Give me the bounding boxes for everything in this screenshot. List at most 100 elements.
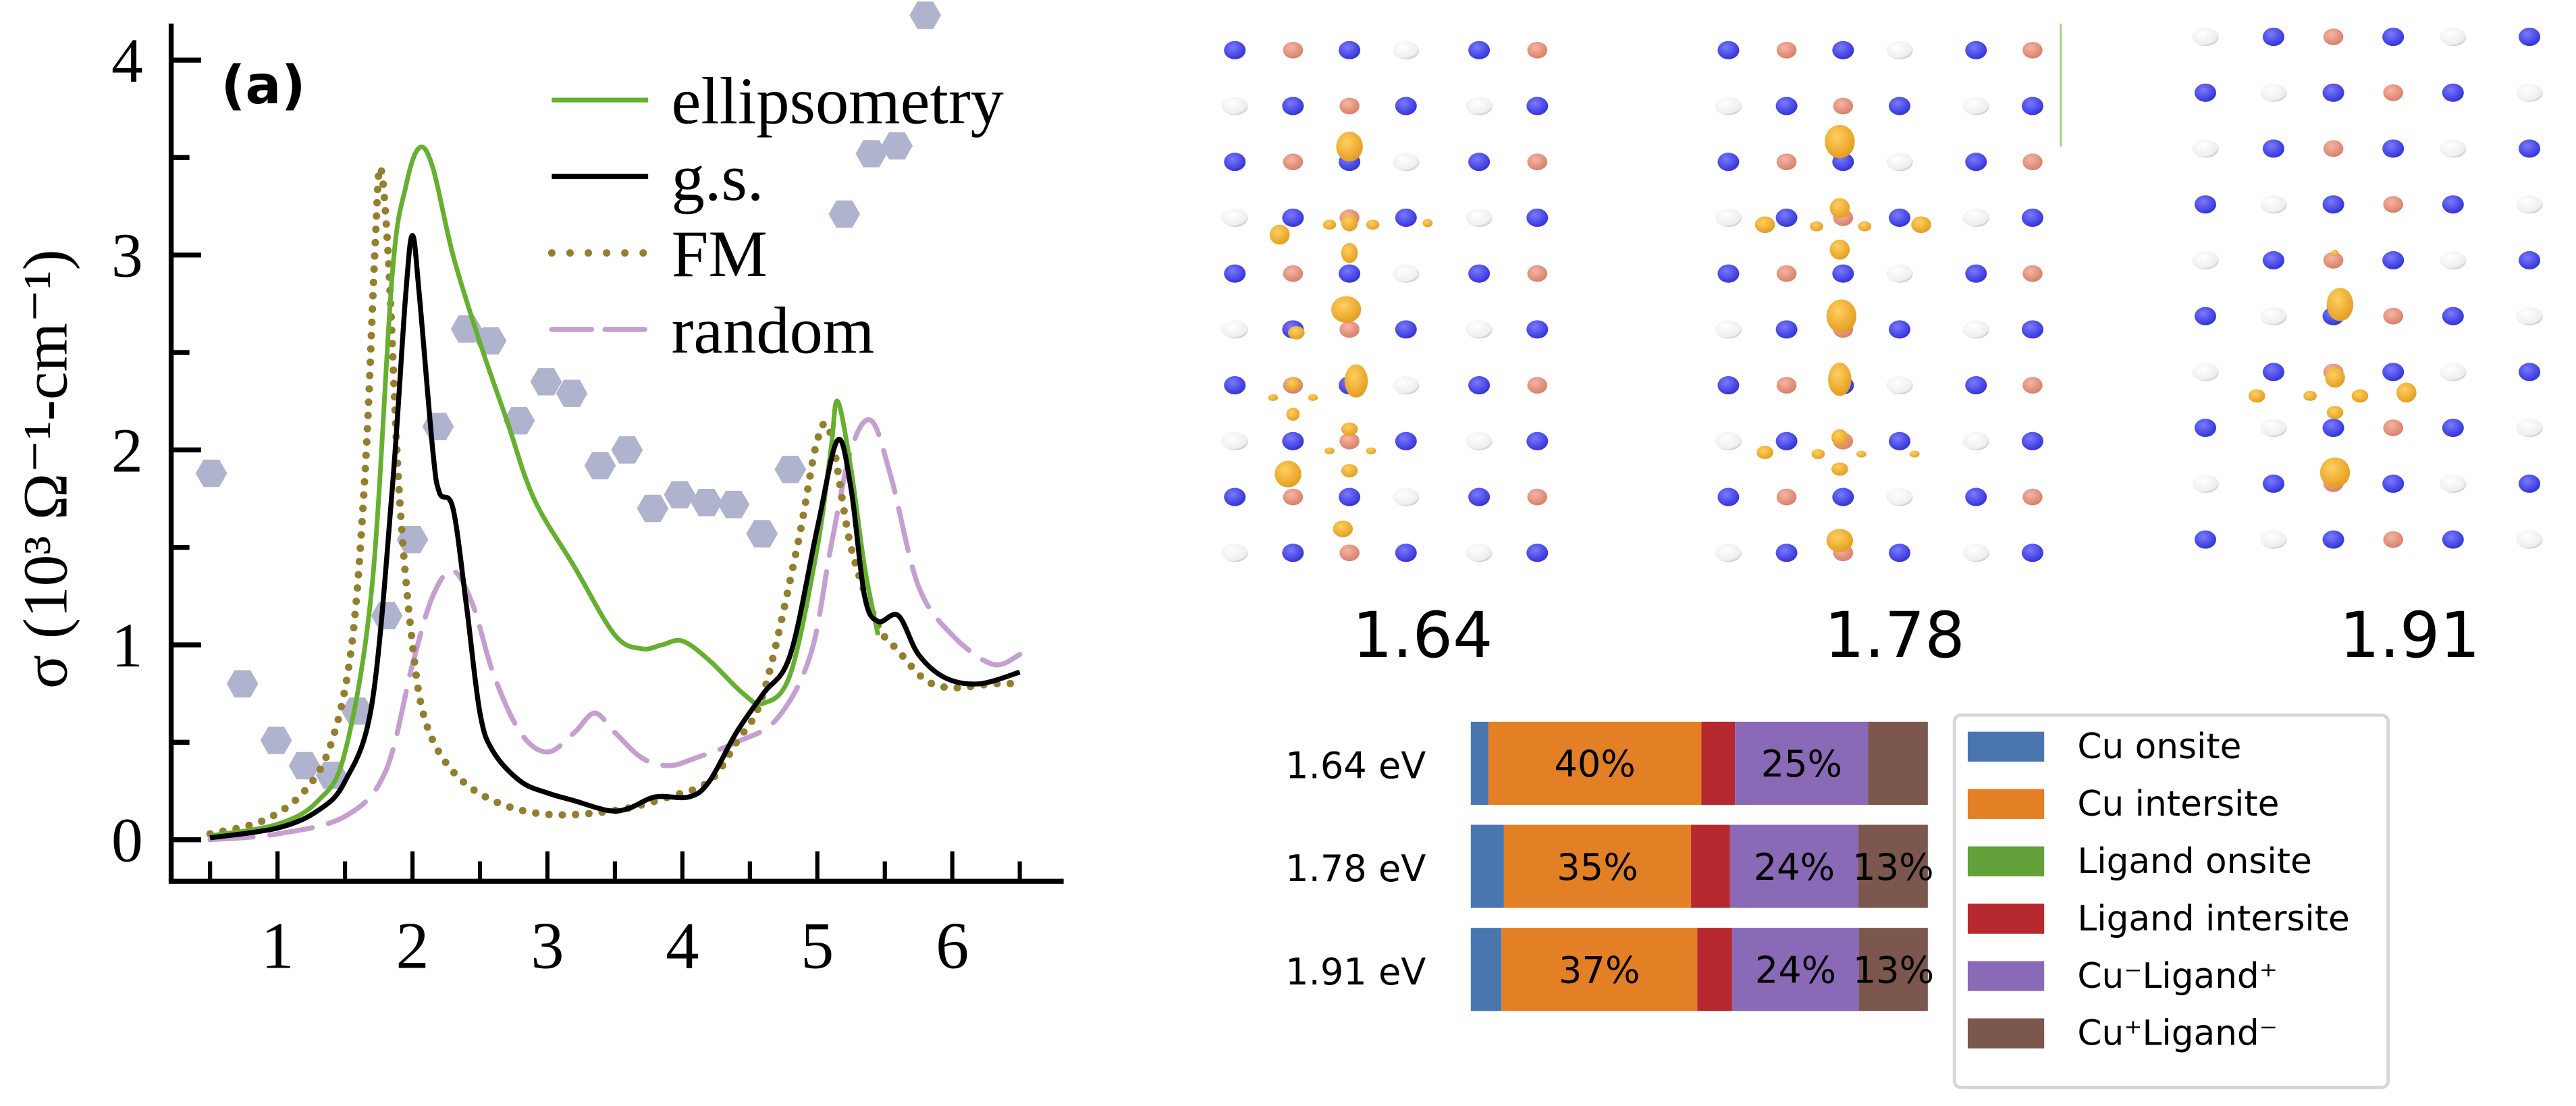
experimental-data-point [881, 132, 913, 160]
ligand-atom [1965, 264, 1987, 283]
orbital-lobe [2326, 288, 2354, 321]
ligand-atom [1717, 488, 1740, 506]
bar-category-label: 1.64 eV [1285, 745, 1426, 787]
ligand-atom [2262, 251, 2284, 269]
orbital-lobe [2325, 367, 2345, 388]
series-line-ellipsometry [209, 144, 881, 839]
orbital-lobe [1288, 325, 1305, 340]
bar-segment-4 [1735, 721, 1869, 805]
experimental-data-point [746, 520, 778, 548]
legend-swatch [1967, 846, 2045, 876]
lattice-1-64: 1.64 [1221, 41, 1549, 673]
cu-atom [2022, 488, 2043, 506]
orbital-lobe [1811, 449, 1825, 459]
white-atom [2440, 139, 2467, 158]
cu-atom [2022, 41, 2043, 59]
white-atom [2192, 28, 2219, 47]
cu-atom [2022, 153, 2043, 171]
legend-label: g.s. [672, 141, 764, 215]
legend-label: random [672, 294, 875, 367]
bar-row: 1.78 eV 35% 24% 13% [1285, 824, 1934, 908]
ligand-atom [1717, 153, 1740, 172]
orbital-lobe [2351, 389, 2369, 403]
experimental-data-point [260, 727, 292, 754]
orbital-lobe [1909, 450, 1920, 458]
tick-labels: 0 1 2 3 4 1 2 3 4 5 6 [111, 26, 969, 982]
y-tick-label: 4 [111, 26, 143, 96]
ligand-atom [2021, 208, 2043, 227]
orbital-lobe [1333, 520, 1353, 537]
experimental-data-point [556, 379, 588, 407]
cu-atom [1339, 321, 1360, 338]
lattice-1-78: 1.78 [1715, 41, 2043, 673]
ligand-atom [1965, 41, 1987, 59]
white-atom [2440, 28, 2467, 47]
orbital-lobe [1911, 216, 1931, 234]
bar-segment-0 [1470, 824, 1504, 908]
ligand-atom [2262, 474, 2284, 493]
ligand-atom [2442, 195, 2464, 214]
ligand-atom [1965, 488, 1987, 506]
ligand-atom [1526, 431, 1549, 450]
orbital-lobe [2319, 457, 2351, 488]
experimental-data-point [611, 436, 643, 464]
orbital-lobe [1422, 219, 1433, 228]
ligand-atom [2194, 419, 2216, 438]
bar-data-label: 40% [1554, 743, 1635, 785]
experimental-data-point [530, 368, 562, 396]
lattice-energy-label: 1.91 [2340, 599, 2480, 673]
ligand-atom [2519, 139, 2541, 158]
orbital-lobe [1308, 394, 1318, 401]
cu-atom [2383, 307, 2403, 325]
cu-atom [2022, 265, 2043, 282]
bar-segment-4 [1729, 824, 1858, 908]
white-atom [2516, 307, 2543, 325]
ligand-atom [1224, 264, 1246, 283]
ligand-atom [2194, 530, 2216, 549]
cu-atom [2383, 84, 2403, 101]
cu-atom [1776, 265, 1797, 282]
white-atom [1393, 153, 1420, 172]
white-atom [1715, 431, 1742, 450]
white-atom [2440, 251, 2467, 269]
ligand-atom [2382, 474, 2405, 493]
ligand-atom [2322, 83, 2344, 102]
orbital-lobe [1322, 219, 1337, 230]
white-atom [1962, 97, 1989, 115]
white-atom [1886, 264, 1913, 283]
ligand-atom [2194, 195, 2216, 214]
ligand-atom [2322, 419, 2344, 438]
white-atom [1393, 41, 1420, 59]
orbital-lobe [1336, 131, 1363, 162]
ligand-atom [2519, 28, 2541, 47]
series-line-fm [206, 163, 1024, 838]
experimental-data-point [909, 1, 942, 29]
orbital-lobe [1756, 446, 1773, 459]
white-atom [1221, 544, 1248, 562]
legend-swatch [1967, 903, 2045, 934]
orbital-lobe [1366, 219, 1380, 230]
cu-atom [2323, 252, 2344, 269]
white-atom [1466, 544, 1493, 562]
ligand-atom [2194, 83, 2216, 102]
cu-atom [1776, 377, 1797, 394]
panel-label: (a) [221, 54, 305, 116]
ligand-atom [1339, 41, 1361, 59]
experimental-data-point [226, 670, 259, 698]
legend-label: Cu⁺Ligand⁻ [2077, 1013, 2278, 1054]
orbital-lobe [1286, 377, 1300, 391]
ligand-atom [1526, 208, 1549, 227]
white-atom [2192, 139, 2219, 158]
white-atom [1221, 431, 1248, 450]
orbital-lobe [1754, 216, 1775, 234]
white-atom [1393, 376, 1420, 395]
ligand-atom [1468, 153, 1491, 172]
lattice-1-91: 1.91 [2192, 28, 2543, 673]
white-atom [1221, 320, 1248, 339]
ligand-atom [2021, 544, 2043, 562]
orbital-lobe [2326, 406, 2344, 419]
cu-atom [2022, 377, 2043, 394]
bar-legend: Cu onsite Cu intersite Ligand onsite Ligand… [1952, 713, 2390, 1089]
ligand-atom [2262, 363, 2284, 381]
legend-label: Cu onsite [2077, 727, 2241, 767]
